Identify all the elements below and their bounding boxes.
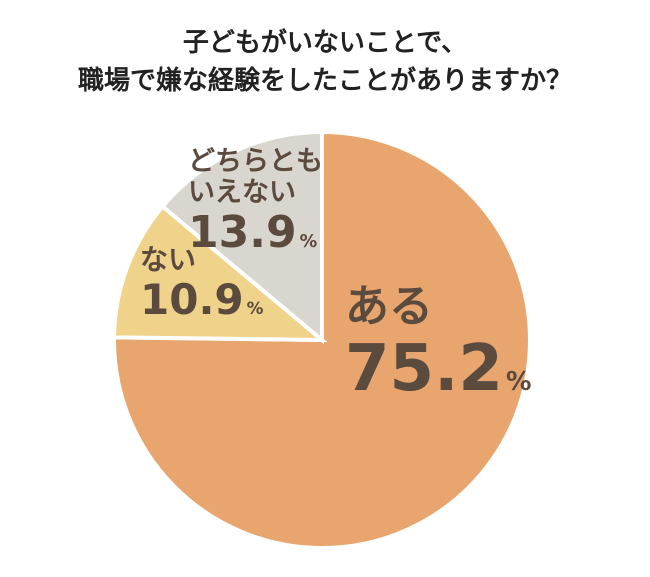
category-label: どちらともいえない xyxy=(188,146,323,209)
value-label: 10.9 xyxy=(140,275,244,325)
slice-label: ない 10.9% xyxy=(140,243,263,325)
chart-title: 職場で嫌な経験をしたことがありますか？ xyxy=(77,66,572,96)
pie-slice xyxy=(112,129,532,550)
unit-label: % xyxy=(299,232,318,253)
unit-label: % xyxy=(246,298,264,319)
slice-label: ある 75.2% xyxy=(345,281,545,406)
category-label: ない xyxy=(140,243,197,276)
pie-slice xyxy=(111,203,328,343)
chart-title: 子どもがいないことで、 xyxy=(182,28,468,58)
value-label: 13.9 xyxy=(188,207,297,259)
category-label: ある xyxy=(345,281,433,332)
unit-label: % xyxy=(505,366,532,397)
pie-slice xyxy=(159,129,324,345)
value-label: 75.2 xyxy=(345,331,503,406)
slice-label: どちらともいえない 13.9% xyxy=(188,146,328,259)
